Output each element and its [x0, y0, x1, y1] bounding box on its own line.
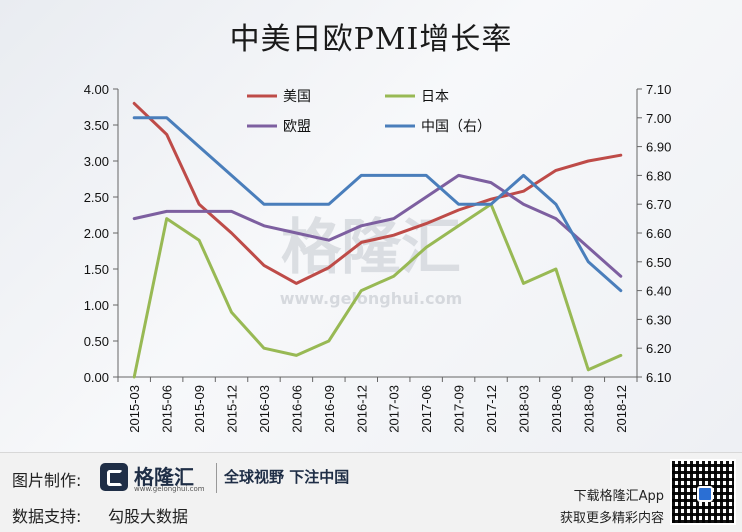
- qr-center-logo-icon: [697, 486, 713, 502]
- app-tagline-text: 获取更多精彩内容: [559, 511, 664, 526]
- qr-code-icon[interactable]: [670, 459, 736, 525]
- x-tick-label: 2017-03: [387, 385, 402, 433]
- x-tick-label: 2016-03: [257, 385, 272, 433]
- right-tick-label: 6.10: [646, 370, 671, 385]
- right-tick-label: 6.60: [646, 226, 671, 241]
- legend-label: 中国（右）: [421, 119, 491, 135]
- series-lines: [132, 101, 623, 379]
- footer: 图片制作: 格隆汇 www.gelonghui.com 全球视野 下注中国 数据…: [0, 452, 742, 532]
- x-tick-label: 2017-06: [419, 385, 434, 433]
- series-line-日本: [132, 202, 623, 379]
- series-line-美国: [132, 101, 623, 285]
- brand-logo: 格隆汇 www.gelonghui.com: [100, 461, 210, 495]
- footer-divider: [216, 463, 217, 493]
- legend-label: 美国: [283, 89, 311, 105]
- chart-title: 中美日欧PMI增长率: [229, 22, 513, 57]
- right-tick-label: 6.50: [646, 255, 671, 270]
- right-tick-label: 6.80: [646, 168, 671, 183]
- x-tick-label: 2018-12: [614, 385, 629, 433]
- legend-label: 欧盟: [283, 119, 311, 135]
- x-tick-label: 2016-09: [322, 385, 337, 433]
- x-tick-label: 2017-12: [484, 385, 499, 433]
- right-tick-label: 7.00: [646, 111, 671, 126]
- x-tick-label: 2018-03: [516, 385, 531, 433]
- series-line-欧盟: [132, 173, 623, 278]
- right-tick-label: 6.40: [646, 284, 671, 299]
- x-tick-label: 2015-09: [192, 385, 207, 433]
- brand-name: 格隆汇: [134, 465, 194, 489]
- tick-labels: 0.00 0.50 1.00 1.50 2.00 2.50 3.00 3.50 4.00 6.10…: [84, 82, 672, 433]
- brand-domain: www.gelonghui.com: [134, 485, 205, 493]
- made-by-label: 图片制作:: [12, 471, 82, 490]
- left-tick-label: 1.50: [84, 262, 109, 277]
- x-tick-label: 2016-06: [289, 385, 304, 433]
- chart-area: 中美日欧PMI增长率 格隆汇 www.gelonghui.com 0.00 0.50…: [0, 0, 742, 452]
- right-tick-label: 7.10: [646, 82, 671, 97]
- x-tick-label: 2015-03: [127, 385, 142, 433]
- slogan: 全球视野 下注中国: [224, 468, 350, 486]
- left-tick-label: 3.50: [84, 118, 109, 133]
- series-line-中国（右）: [132, 116, 623, 293]
- x-tick-label: 2015-06: [160, 385, 175, 433]
- data-support-value: 勾股大数据: [108, 507, 189, 526]
- axes: [113, 88, 642, 382]
- left-tick-label: 0.50: [84, 334, 109, 349]
- left-tick-label: 2.50: [84, 190, 109, 205]
- data-support-label: 数据支持:: [12, 507, 82, 526]
- x-tick-label: 2018-09: [581, 385, 596, 433]
- left-tick-label: 4.00: [84, 82, 109, 97]
- left-tick-label: 1.00: [84, 298, 109, 313]
- right-tick-label: 6.90: [646, 140, 671, 155]
- x-tick-label: 2018-06: [549, 385, 564, 433]
- left-tick-label: 0.00: [84, 370, 109, 385]
- legend-label: 日本: [421, 89, 449, 105]
- watermark-domain: www.gelonghui.com: [280, 289, 463, 308]
- x-tick-label: 2017-09: [452, 385, 467, 433]
- right-tick-label: 6.20: [646, 341, 671, 356]
- gelonghui-logo-icon: [100, 463, 128, 491]
- x-tick-label: 2015-12: [225, 385, 240, 433]
- right-tick-label: 6.70: [646, 197, 671, 212]
- x-tick-label: 2016-12: [354, 385, 369, 433]
- right-tick-label: 6.30: [646, 312, 671, 327]
- left-tick-label: 2.00: [84, 226, 109, 241]
- app-download-text[interactable]: 下载格隆汇App: [573, 489, 664, 504]
- left-tick-label: 3.00: [84, 154, 109, 169]
